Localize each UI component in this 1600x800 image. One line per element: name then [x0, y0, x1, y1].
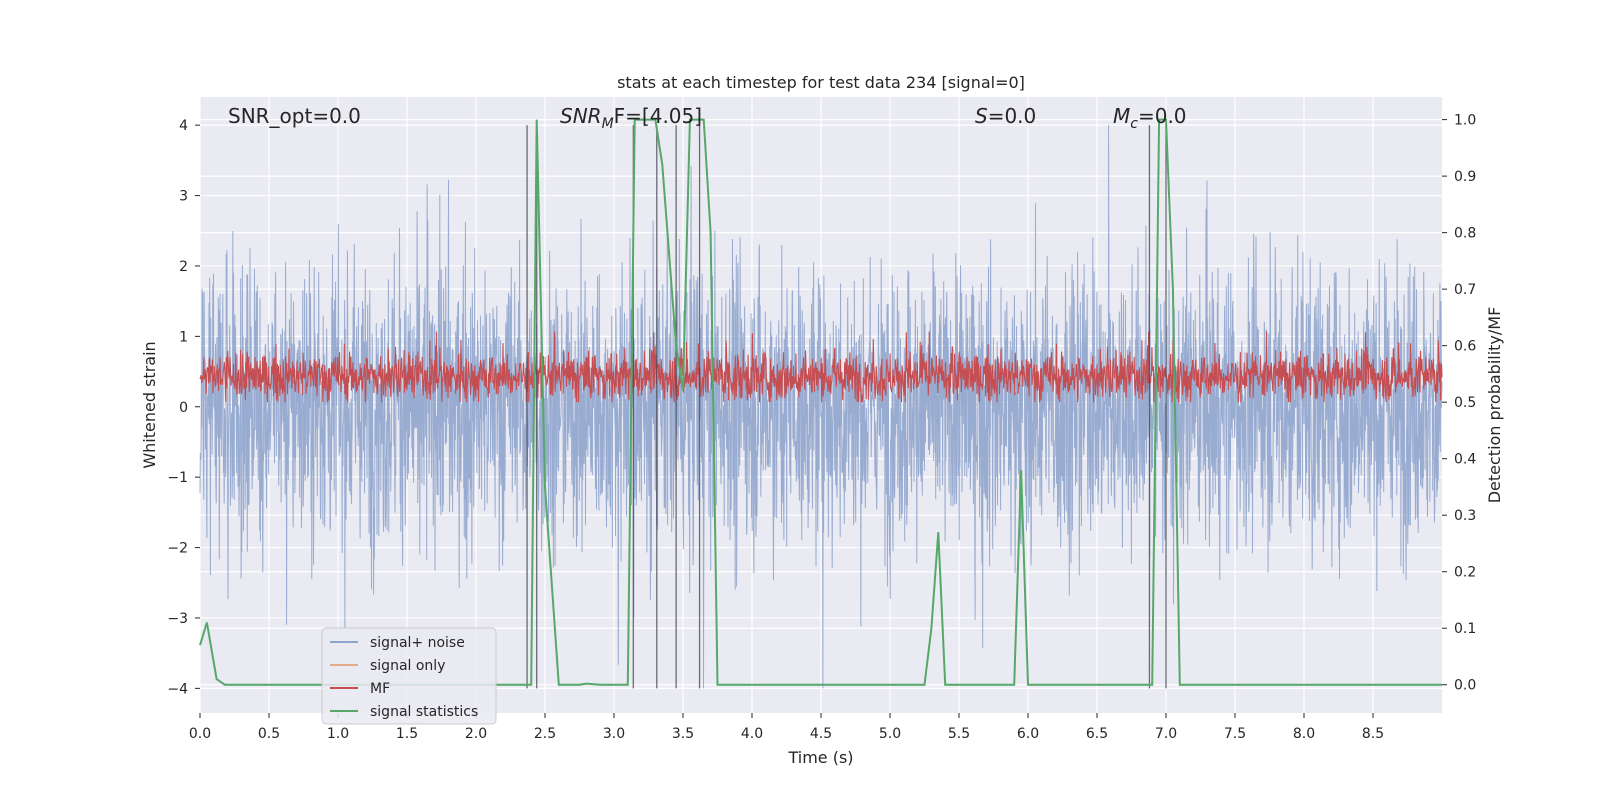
legend-label: signal+ noise: [370, 635, 465, 651]
x-tick-label: 5.5: [948, 726, 970, 742]
x-tick-label: 4.0: [741, 726, 763, 742]
x-tick-label: 0.0: [189, 726, 211, 742]
y-right-tick-label: 1.0: [1454, 113, 1476, 129]
legend-label: signal only: [370, 658, 445, 674]
signal-statistics-line: [199, 118, 1442, 686]
y-left-tick-label: 0: [179, 400, 188, 416]
annotation-3: S=0.0: [975, 104, 1036, 128]
signal-noise-series: [199, 125, 1443, 689]
y-right-tick-label: 0.7: [1454, 282, 1476, 298]
mf-line: [199, 331, 1443, 403]
signal-statistics-series: [199, 118, 1442, 686]
y-right-tick-label: 0.6: [1454, 339, 1476, 355]
x-tick-label: 8.5: [1362, 726, 1384, 742]
y-left-tick-label: −2: [167, 541, 188, 557]
legend-label: MF: [370, 681, 390, 697]
vertical-markers: [526, 125, 1167, 689]
mf-series: [199, 331, 1443, 403]
y-right-tick-label: 0.1: [1454, 621, 1476, 637]
x-tick-label: 2.0: [465, 726, 487, 742]
y-left-tick-label: −4: [167, 681, 188, 697]
x-tick-label: 7.5: [1224, 726, 1246, 742]
x-tick-label: 3.5: [672, 726, 694, 742]
y-right-tick-label: 0.9: [1454, 169, 1476, 185]
x-tick-label: 3.0: [603, 726, 625, 742]
x-tick-label: 2.5: [534, 726, 556, 742]
x-tick-label: 6.0: [1017, 726, 1039, 742]
y-axis-label-left: Whitened strain: [140, 341, 159, 468]
y-right-tick-label: 0.4: [1454, 452, 1476, 468]
y-right-tick-label: 0.2: [1454, 565, 1476, 581]
x-tick-label: 4.5: [810, 726, 832, 742]
legend-label: signal statistics: [370, 704, 478, 720]
y-left-tick-label: −3: [167, 611, 188, 627]
y-left-tick-label: 2: [179, 259, 188, 275]
annotations: SNR_opt=0.0 SNRMF=[4.05] S=0.0 Mc=0.0: [228, 104, 1187, 132]
x-tick-label: 6.5: [1086, 726, 1108, 742]
y-left-tick-label: 4: [179, 118, 188, 134]
y-left-tick-label: 3: [179, 189, 188, 205]
x-tick-label: 1.0: [327, 726, 349, 742]
x-axis-label: Time (s): [787, 748, 853, 767]
tick-labels: 0.0 0.5 1.0 1.5 2.0 2.5 3.0 3.5 4.0 4.5 5.0 5.5 6.0 6…: [167, 113, 1476, 742]
signal-noise-line: [199, 125, 1443, 689]
annotation-1: SNR_opt=0.0: [228, 104, 361, 128]
y-left-tick-label: −1: [167, 470, 188, 486]
y-right-tick-label: 0.8: [1454, 226, 1476, 242]
x-tick-label: 0.5: [258, 726, 280, 742]
annotation-2: SNRMF=[4.05]: [560, 104, 702, 132]
y-right-tick-label: 0.5: [1454, 395, 1476, 411]
x-tick-label: 7.0: [1155, 726, 1177, 742]
x-tick-label: 1.5: [396, 726, 418, 742]
y-left-tick-label: 1: [179, 329, 188, 345]
x-tick-label: 8.0: [1293, 726, 1315, 742]
legend-box: [321, 627, 497, 725]
y-right-tick-label: 0.0: [1454, 678, 1476, 694]
y-right-tick-label: 0.3: [1454, 508, 1476, 524]
legend: signal+ noise signal only MF signal statist…: [321, 627, 497, 725]
y-axis-label-right: Detection probability/MF: [1485, 307, 1504, 504]
x-tick-label: 5.0: [879, 726, 901, 742]
annotation-4: Mc=0.0: [1113, 104, 1187, 132]
chart-title: stats at each timestep for test data 234…: [617, 73, 1025, 92]
